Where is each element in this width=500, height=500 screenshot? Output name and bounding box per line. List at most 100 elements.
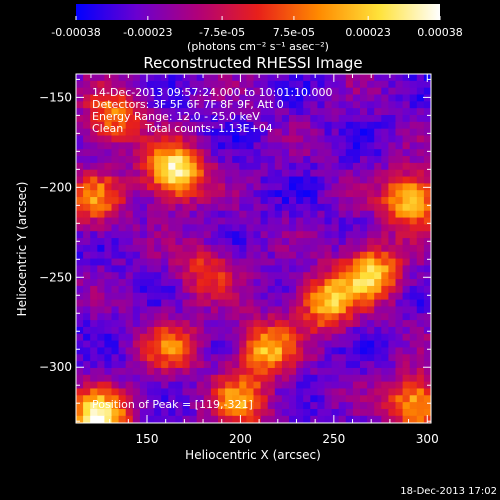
heatmap-cell: [409, 183, 418, 191]
heatmap-cell: [76, 272, 84, 280]
heatmap-cell: [203, 217, 212, 225]
heatmap-cell: [274, 203, 283, 212]
heatmap-cell: [409, 367, 418, 376]
heatmap-cell: [381, 203, 389, 212]
heatmap-cell: [374, 333, 382, 342]
heatmap-cell: [196, 395, 205, 403]
heatmap-cell: [147, 142, 155, 150]
heatmap-cell: [381, 265, 389, 273]
heatmap-cell: [274, 306, 283, 314]
heatmap-cell: [218, 292, 226, 301]
heatmap-cell: [203, 320, 212, 328]
heatmap-cell: [289, 251, 297, 260]
heatmap-cell: [260, 402, 269, 410]
heatmap-cell: [111, 142, 120, 150]
heatmap-cell: [395, 292, 404, 301]
heatmap-cell: [338, 135, 347, 143]
heatmap-cell: [139, 210, 148, 219]
heatmap-cell: [402, 115, 411, 123]
heatmap-cell: [274, 87, 283, 96]
x-tick-label: 300: [416, 432, 439, 446]
heatmap-cell: [132, 238, 141, 246]
heatmap-cell: [360, 210, 368, 219]
heatmap-cell: [118, 244, 127, 253]
heatmap-cell: [118, 80, 127, 89]
heatmap-cell: [260, 74, 269, 82]
heatmap-cell: [139, 121, 148, 130]
heatmap-cell: [175, 101, 184, 109]
heatmap-cell: [253, 74, 262, 82]
heatmap-cell: [232, 251, 240, 260]
heatmap-cell: [253, 101, 262, 109]
heatmap-cell: [175, 74, 184, 82]
heatmap-cell: [232, 306, 240, 314]
heatmap-cell: [274, 408, 283, 417]
heatmap-cell: [374, 176, 382, 184]
heatmap-cell: [97, 238, 105, 246]
heatmap-cell: [218, 156, 226, 164]
heatmap-cell: [395, 162, 404, 171]
heatmap-cell: [360, 231, 368, 239]
heatmap-cell: [196, 244, 205, 253]
heatmap-cell: [83, 190, 91, 198]
heatmap-cell: [374, 162, 382, 171]
heatmap-cell: [324, 210, 333, 219]
heatmap-cell: [104, 299, 113, 308]
heatmap-cell: [331, 101, 340, 109]
heatmap-cell: [303, 128, 311, 137]
heatmap-cell: [360, 149, 368, 157]
heatmap-cell: [111, 340, 120, 349]
heatmap-cell: [260, 279, 269, 287]
heatmap-cell: [324, 415, 333, 423]
heatmap-cell: [161, 190, 169, 198]
heatmap-cell: [374, 299, 382, 308]
heatmap-cell: [416, 361, 425, 369]
heatmap-cell: [388, 203, 397, 212]
heatmap-cell: [225, 408, 233, 417]
heatmap-cell: [118, 292, 127, 301]
heatmap-cell: [161, 244, 169, 253]
heatmap-cell: [267, 128, 276, 137]
heatmap-cell: [154, 415, 162, 423]
heatmap-cell: [246, 87, 255, 96]
heatmap-cell: [402, 156, 411, 164]
heatmap-cell: [367, 354, 375, 362]
heatmap-cell: [360, 217, 368, 225]
heatmap-cell: [111, 354, 120, 362]
heatmap-cell: [147, 381, 155, 390]
heatmap-cell: [253, 162, 262, 171]
heatmap-cell: [175, 217, 184, 225]
heatmap-cell: [196, 285, 205, 294]
heatmap-cell: [303, 108, 311, 116]
heatmap-cell: [182, 128, 191, 137]
heatmap-cell: [182, 299, 191, 308]
heatmap-cell: [90, 272, 98, 280]
heatmap-cell: [423, 367, 431, 376]
heatmap-cell: [423, 340, 431, 349]
heatmap-cell: [296, 402, 304, 410]
heatmap-cell: [338, 367, 347, 376]
heatmap-cell: [125, 272, 134, 280]
heatmap-cell: [168, 87, 176, 96]
heatmap-cell: [239, 251, 247, 260]
heatmap-cell: [182, 190, 191, 198]
heatmap-cell: [395, 108, 404, 116]
heatmap-cell: [175, 367, 184, 376]
heatmap-cell: [161, 408, 169, 417]
heatmap-cell: [239, 197, 247, 205]
heatmap-cell: [367, 108, 375, 116]
heatmap-cell: [225, 135, 233, 143]
heatmap-cell: [267, 422, 276, 423]
heatmap-cell: [132, 197, 141, 205]
heatmap-cell: [409, 333, 418, 342]
heatmap-cell: [76, 326, 84, 335]
heatmap-cell: [125, 347, 134, 355]
heatmap-cell: [97, 135, 105, 143]
heatmap-cell: [246, 244, 255, 253]
heatmap-cell: [104, 313, 113, 321]
heatmap-cell: [289, 313, 297, 321]
heatmap-cell: [182, 87, 191, 96]
heatmap-cell: [90, 162, 98, 171]
heatmap-cell: [154, 422, 162, 423]
heatmap-cell: [338, 272, 347, 280]
